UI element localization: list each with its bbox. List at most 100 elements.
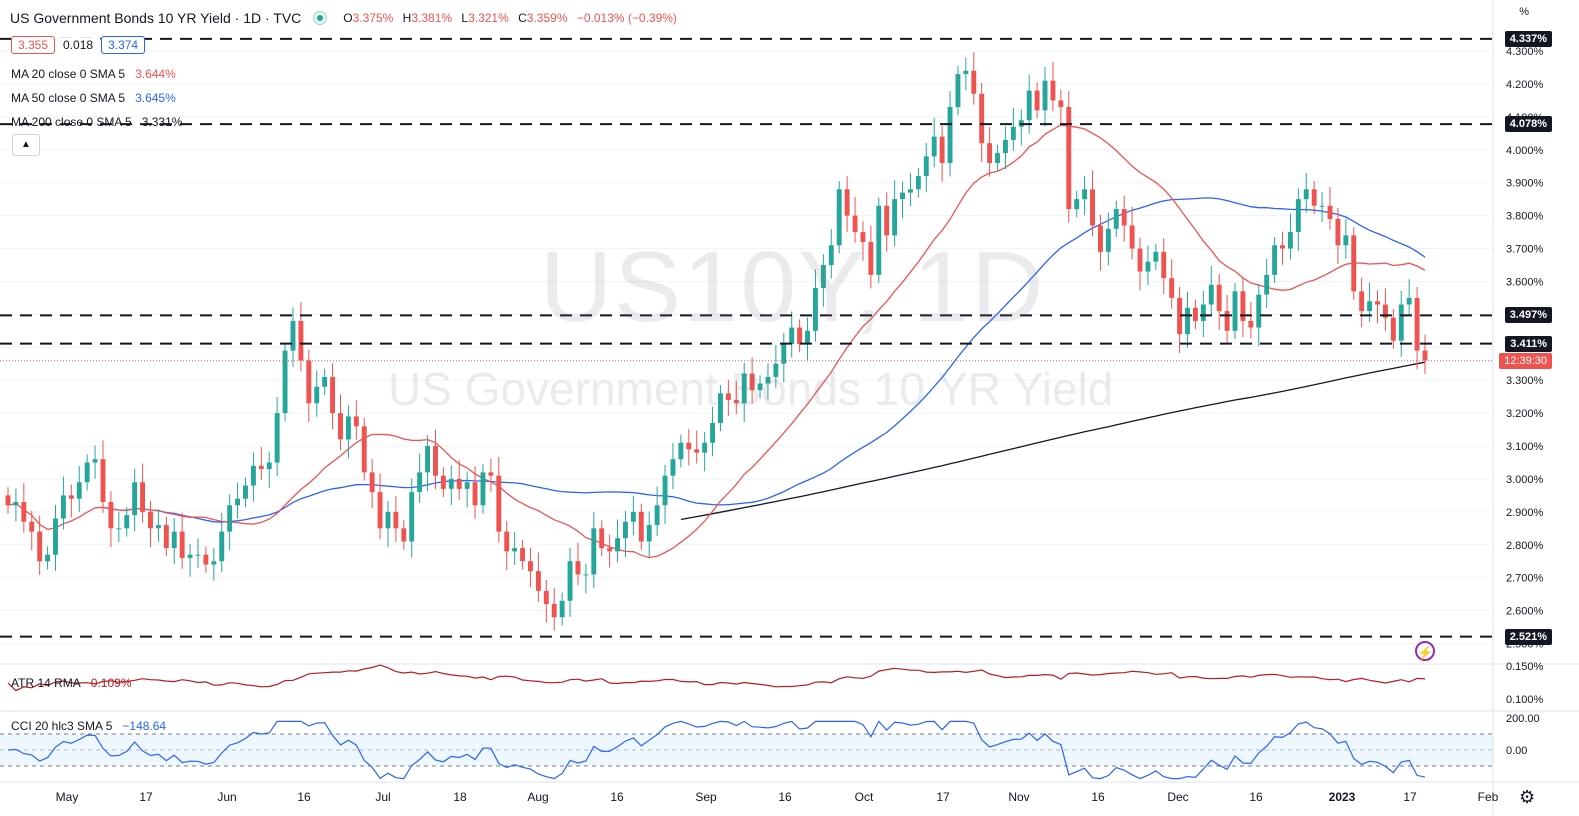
- candle-body: [1097, 225, 1103, 252]
- candle: [1010, 107, 1016, 151]
- candle: [409, 478, 415, 558]
- candle: [662, 464, 668, 525]
- candle: [520, 539, 526, 570]
- candle: [1137, 237, 1143, 291]
- candle-body: [322, 376, 328, 387]
- candle-body: [37, 531, 43, 562]
- market-open-icon: [313, 11, 328, 25]
- candle-body: [211, 561, 217, 565]
- candle: [345, 405, 351, 459]
- candle-body: [520, 548, 526, 562]
- candle: [1169, 259, 1175, 309]
- candle-body: [504, 531, 510, 552]
- candle: [1232, 283, 1238, 340]
- candle: [92, 445, 98, 479]
- candle: [1311, 181, 1317, 214]
- candle: [433, 429, 438, 490]
- candle: [749, 357, 755, 404]
- candle: [282, 342, 288, 422]
- candle-body: [401, 528, 407, 542]
- level-tag: 3.411%: [1505, 335, 1552, 352]
- candle-body: [868, 241, 874, 275]
- legend-cci[interactable]: CCI 20 hlc3 SMA 5 −148.64: [11, 719, 167, 733]
- candle-body: [947, 107, 953, 163]
- candle: [1208, 265, 1214, 316]
- time-tick-label: 17: [936, 790, 950, 804]
- candle: [971, 52, 977, 105]
- gear-icon[interactable]: ⚙: [1519, 787, 1536, 807]
- candle-body: [860, 232, 866, 242]
- candle: [789, 311, 795, 358]
- time-axis[interactable]: May 17 Jun 16 Jul 18 Aug 16 Sep 16 Oct 17 Nov 16 Dec 16…: [56, 790, 1499, 804]
- candle-body: [844, 189, 850, 216]
- candle: [1192, 299, 1198, 330]
- candle-body: [1192, 307, 1198, 321]
- candle: [710, 406, 715, 457]
- candle: [1256, 283, 1262, 347]
- candle-body: [1042, 80, 1048, 111]
- level-tag: 4.078%: [1504, 116, 1552, 133]
- candle: [1129, 206, 1135, 260]
- time-tick-label: 16: [1249, 790, 1263, 804]
- candle-body: [369, 472, 375, 493]
- ma20-polyline: [7, 124, 1426, 559]
- candle: [401, 520, 407, 550]
- candle-body: [567, 561, 573, 601]
- candle: [258, 447, 264, 480]
- candlestick-series[interactable]: [5, 52, 1428, 631]
- price-axis[interactable]: 4.300%4.200%4.100%4.000%3.900%3.800%3.70…: [1506, 46, 1544, 757]
- horizontal-levels[interactable]: [0, 37, 1493, 638]
- candle-body: [812, 288, 818, 331]
- candle-body: [1303, 189, 1309, 200]
- collapse-legend-button[interactable]: ▲: [12, 134, 40, 156]
- candle-body: [29, 521, 35, 532]
- candle-body: [836, 189, 842, 246]
- candle: [5, 487, 11, 514]
- candle-body: [1169, 278, 1175, 298]
- candle: [1272, 237, 1278, 284]
- candle-body: [1090, 189, 1095, 226]
- candle-body: [345, 416, 351, 440]
- legend-ma20[interactable]: MA 20 close 0 SMA 5 3.644%: [11, 67, 176, 81]
- candle: [820, 254, 826, 307]
- candle-body: [45, 554, 51, 562]
- candle: [630, 495, 636, 536]
- time-tick-label: Jul: [375, 790, 390, 804]
- ma50-line: [102, 197, 1426, 523]
- candle-body: [1319, 205, 1325, 207]
- candle-body: [528, 561, 533, 572]
- candle: [488, 458, 494, 492]
- buy-button[interactable]: 3.374: [101, 36, 146, 54]
- candle: [53, 504, 58, 571]
- candle: [1216, 273, 1222, 330]
- candle-body: [535, 571, 541, 591]
- candle: [733, 381, 739, 415]
- close-value: 3.359%: [526, 11, 568, 25]
- chart-grid: [0, 50, 1493, 645]
- sell-button[interactable]: 3.355: [11, 36, 56, 54]
- candle: [828, 229, 834, 279]
- candle: [330, 363, 336, 430]
- candle-body: [496, 475, 502, 532]
- legend-ma200[interactable]: MA 200 close 0 SMA 5 3.331%: [11, 115, 183, 129]
- candle: [1034, 82, 1040, 119]
- candle: [1382, 288, 1388, 332]
- candle-body: [1390, 317, 1396, 341]
- candle: [591, 512, 597, 588]
- candle-body: [1280, 245, 1285, 249]
- symbol-title[interactable]: US Government Bonds 10 YR Yield · 1D · T…: [10, 10, 302, 26]
- legend-ma50[interactable]: MA 50 close 0 SMA 5 3.645%: [11, 91, 176, 105]
- lightning-icon[interactable]: ⚡: [1415, 641, 1435, 661]
- candle: [440, 467, 446, 498]
- legend-atr[interactable]: ATR 14 RMA 0.109%: [11, 676, 132, 690]
- price-tick-label: 3.000%: [1506, 474, 1544, 486]
- candle-body: [559, 600, 565, 618]
- price-tick-label: 4.000%: [1506, 145, 1544, 157]
- candle-body: [979, 93, 985, 144]
- candle-body: [21, 502, 27, 522]
- time-tick-label: Feb: [1478, 790, 1499, 804]
- candle: [377, 473, 383, 540]
- candle: [1153, 243, 1159, 270]
